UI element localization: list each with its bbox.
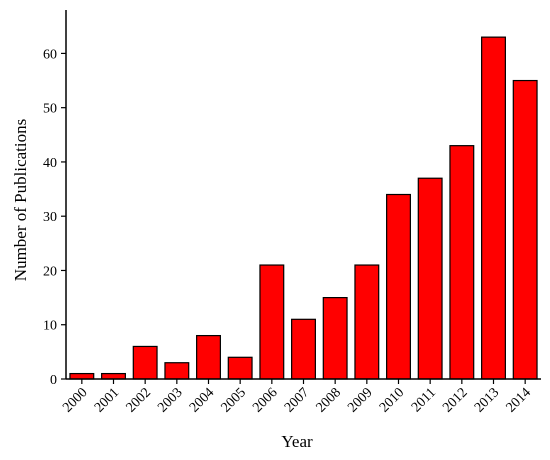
x-tick-label-2001: 2001: [92, 385, 122, 415]
x-tick-label-2011: 2011: [409, 385, 439, 415]
x-tick-label-2000: 2000: [60, 385, 90, 415]
x-tick-label-2009: 2009: [345, 385, 375, 415]
x-tick-label-2007: 2007: [282, 385, 312, 415]
bar-2000: [69, 372, 95, 380]
bars-group: [69, 36, 538, 380]
bar-2010: [386, 193, 411, 380]
x-tick-label-2006: 2006: [250, 385, 280, 415]
x-tick-label-2013: 2013: [472, 385, 502, 415]
bar-2014: [512, 79, 538, 380]
bar-2007: [291, 318, 316, 380]
bar-2013: [481, 36, 506, 380]
bar-2004: [196, 334, 221, 380]
x-tick-label-2004: 2004: [187, 385, 217, 415]
bar-2006: [259, 264, 285, 380]
x-tick-label-2012: 2012: [440, 385, 470, 415]
y-tick-label: 0: [50, 373, 57, 388]
y-tick-label: 40: [43, 156, 57, 171]
bar-2005: [227, 356, 253, 380]
x-axis-title: Year: [281, 432, 313, 451]
x-tick-label-2014: 2014: [504, 385, 534, 415]
bar-2012: [449, 145, 475, 380]
bar-2009: [354, 264, 380, 380]
y-tick-label: 50: [43, 102, 57, 117]
y-tick-label: 30: [43, 210, 57, 225]
x-tick-label-2003: 2003: [155, 385, 185, 415]
x-tick-label-2008: 2008: [314, 385, 344, 415]
bar-2002: [132, 345, 158, 380]
y-tick-label: 60: [43, 47, 57, 62]
x-ticks-group: 2000 2001 2002 2003 2004 2005 2006 2007 2008 2009…: [60, 379, 534, 416]
y-tick-label: 10: [43, 319, 57, 334]
y-tick-label: 20: [43, 264, 57, 279]
bar-2003: [164, 362, 190, 380]
bar-2001: [101, 372, 126, 380]
x-tick-label-2005: 2005: [219, 385, 249, 415]
x-tick-label-2010: 2010: [377, 385, 407, 415]
bar-2008: [322, 297, 348, 380]
bar-2011: [417, 177, 443, 380]
y-ticks-group: 0 10 20 30 40 50 60: [43, 47, 66, 388]
y-axis-title: Number of Publications: [11, 119, 30, 281]
x-tick-label-2002: 2002: [124, 385, 154, 415]
